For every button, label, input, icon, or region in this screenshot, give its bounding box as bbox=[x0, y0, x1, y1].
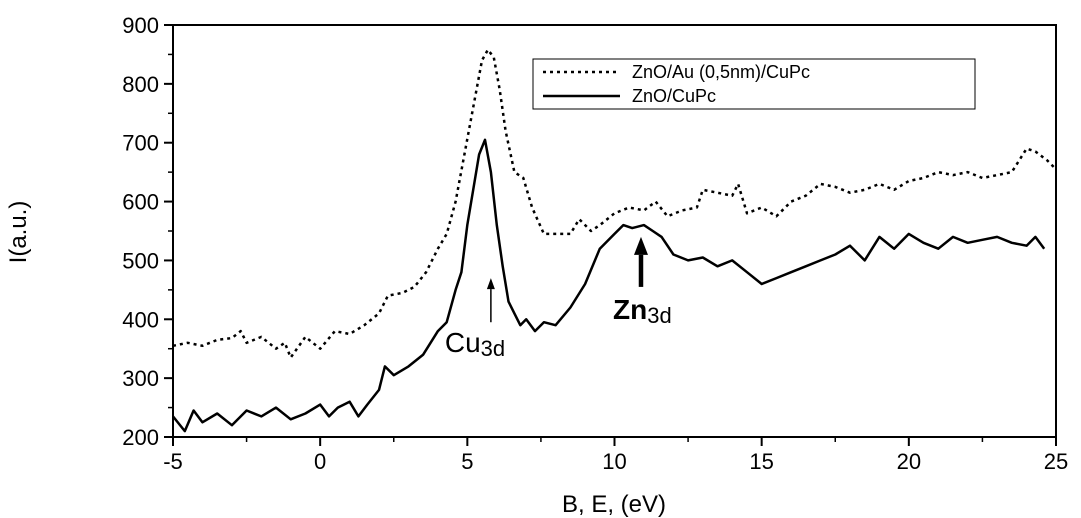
legend: ZnO/Au (0,5nm)/CuPc ZnO/CuPc bbox=[532, 58, 976, 110]
y-tick-label: 400 bbox=[122, 307, 159, 332]
x-tick-label: 5 bbox=[461, 449, 473, 474]
y-tick-label: 200 bbox=[122, 425, 159, 450]
x-tick-label: 10 bbox=[602, 449, 626, 474]
x-axis-title: B, E, (eV) bbox=[562, 491, 666, 518]
x-tick-label: -5 bbox=[163, 449, 183, 474]
annotation-arrowhead-1 bbox=[486, 278, 495, 290]
series-layer bbox=[172, 48, 1057, 433]
x-tick-label: 20 bbox=[897, 449, 921, 474]
y-tick-label: 500 bbox=[122, 248, 159, 273]
x-tick-label: 15 bbox=[749, 449, 773, 474]
annotation-layer: Cu3d Zn3d bbox=[445, 236, 672, 361]
x-axis-ticks: -5 0 5 10 15 20 25 bbox=[163, 437, 1068, 474]
x-tick-label: 0 bbox=[314, 449, 326, 474]
y-axis-ticks: 200 300 400 500 600 700 800 900 bbox=[122, 13, 173, 450]
annotation-arrowhead-2 bbox=[633, 236, 648, 255]
annotation-label-2: Zn3d bbox=[613, 294, 672, 328]
y-tick-label: 900 bbox=[122, 13, 159, 38]
legend-box bbox=[532, 58, 976, 110]
x-tick-label: 25 bbox=[1044, 449, 1068, 474]
annotation-label-1: Cu3d bbox=[445, 327, 505, 361]
legend-label-series-2: ZnO/CuPc bbox=[632, 86, 716, 106]
y-tick-label: 300 bbox=[122, 366, 159, 391]
y-tick-label: 600 bbox=[122, 190, 159, 215]
y-axis-title: I(a.u.) bbox=[5, 201, 32, 264]
y-tick-label: 700 bbox=[122, 131, 159, 156]
series-line-2 bbox=[172, 138, 1046, 433]
legend-label-series-1: ZnO/Au (0,5nm)/CuPc bbox=[632, 62, 810, 82]
y-tick-label: 800 bbox=[122, 72, 159, 97]
